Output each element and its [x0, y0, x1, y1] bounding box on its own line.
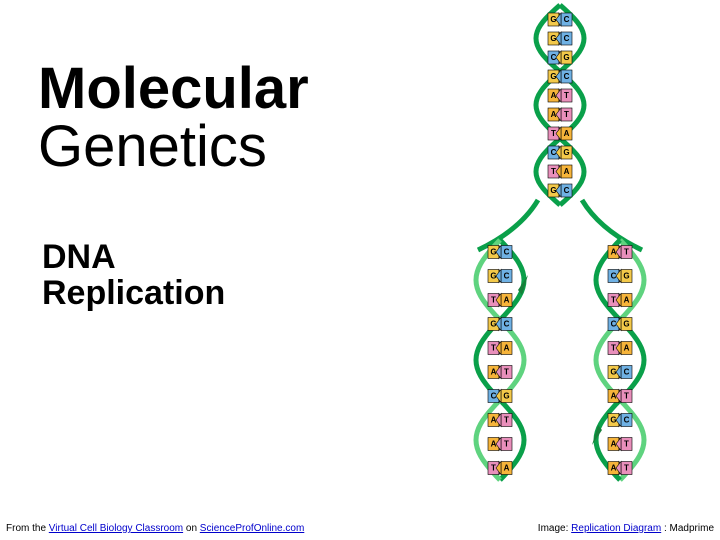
svg-text:A: A — [624, 344, 630, 353]
svg-text:T: T — [504, 440, 509, 449]
svg-text:A: A — [564, 167, 570, 176]
svg-text:G: G — [503, 392, 509, 401]
svg-text:A: A — [504, 344, 510, 353]
footer-right-suffix: : Madprime — [664, 523, 714, 534]
svg-text:T: T — [491, 344, 496, 353]
svg-text:C: C — [504, 248, 510, 257]
svg-text:T: T — [564, 91, 569, 100]
title-line2: Genetics — [38, 118, 309, 176]
svg-text:T: T — [491, 296, 496, 305]
svg-text:G: G — [563, 148, 569, 157]
footer-link-spo[interactable]: ScienceProfOnline.com — [200, 523, 305, 534]
title-line1: Molecular — [38, 60, 309, 118]
svg-text:C: C — [624, 368, 630, 377]
footer-left: From the Virtual Cell Biology Classroom … — [6, 523, 304, 534]
svg-text:T: T — [624, 248, 629, 257]
svg-text:G: G — [563, 53, 569, 62]
footer-left-mid: on — [186, 523, 200, 534]
svg-text:G: G — [623, 272, 629, 281]
footer-link-classroom[interactable]: Virtual Cell Biology Classroom — [49, 523, 183, 534]
svg-text:T: T — [551, 167, 556, 176]
svg-text:A: A — [564, 129, 570, 138]
footer-right-prefix: Image: — [538, 523, 571, 534]
svg-text:A: A — [624, 296, 630, 305]
subtitle-line1: DNA — [42, 240, 225, 276]
svg-text:T: T — [504, 368, 509, 377]
svg-text:C: C — [564, 186, 570, 195]
svg-text:C: C — [624, 416, 630, 425]
svg-text:T: T — [624, 440, 629, 449]
dna-replication-diagram: GCGCCGGCATATTACGTAGCGCGCTAGCTAATCGATATTA… — [430, 0, 690, 510]
svg-text:T: T — [624, 464, 629, 473]
svg-text:T: T — [551, 129, 556, 138]
svg-text:T: T — [564, 110, 569, 119]
svg-text:T: T — [504, 416, 509, 425]
svg-text:T: T — [491, 464, 496, 473]
subtitle-line2: Replication — [42, 276, 225, 312]
svg-text:C: C — [564, 15, 570, 24]
svg-text:C: C — [504, 320, 510, 329]
svg-text:T: T — [611, 296, 616, 305]
svg-text:T: T — [611, 344, 616, 353]
footer-left-prefix: From the — [6, 523, 49, 534]
subtitle-block: DNA Replication — [42, 240, 225, 311]
svg-text:T: T — [624, 392, 629, 401]
title-block: Molecular Genetics — [38, 60, 309, 176]
svg-text:C: C — [564, 34, 570, 43]
svg-text:A: A — [504, 464, 510, 473]
footer-right: Image: Replication Diagram : Madprime — [538, 523, 714, 534]
svg-text:C: C — [504, 272, 510, 281]
footer-link-diagram[interactable]: Replication Diagram — [571, 523, 661, 534]
svg-text:C: C — [564, 72, 570, 81]
svg-text:G: G — [623, 320, 629, 329]
svg-text:A: A — [504, 296, 510, 305]
